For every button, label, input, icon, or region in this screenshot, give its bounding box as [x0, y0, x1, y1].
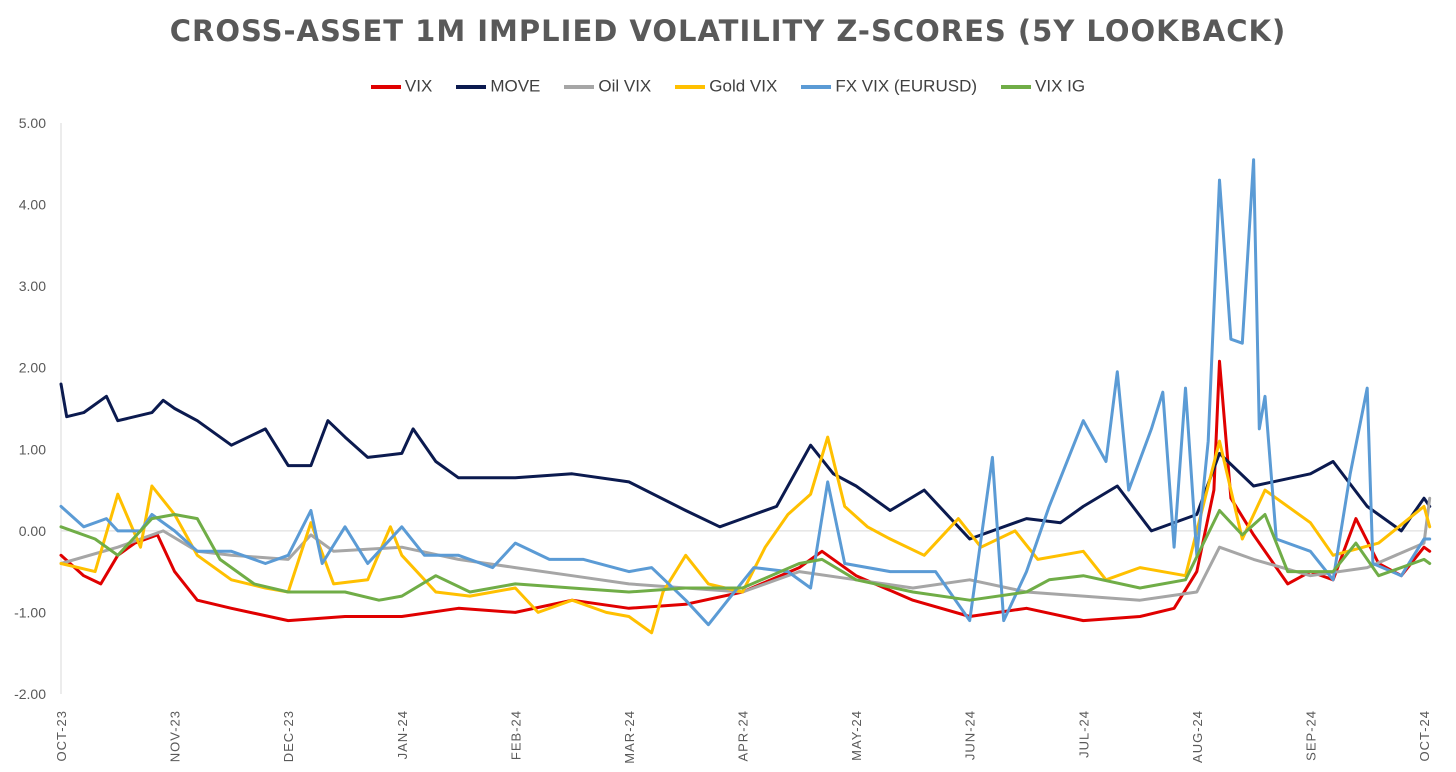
series-line-gold-vix — [59, 435, 1432, 635]
y-tick-label: -2.00 — [14, 686, 46, 702]
y-tick-label: -1.00 — [14, 604, 46, 620]
series-line-fx-vix-eurusd — [59, 158, 1432, 627]
legend-label: Oil VIX — [598, 76, 652, 96]
x-tick-label: OCT-23 — [54, 710, 69, 762]
legend-item: MOVE — [456, 76, 540, 97]
legend-item: Gold VIX — [675, 76, 777, 97]
legend-item: VIX IG — [1001, 76, 1085, 97]
x-tick-label: SEP-24 — [1303, 710, 1318, 761]
x-tick-label: AUG-24 — [1190, 710, 1205, 763]
series-line-vix — [59, 359, 1432, 623]
legend-label: MOVE — [490, 76, 541, 96]
legend-label: FX VIX (EURUSD) — [835, 76, 978, 96]
y-tick-label: 0.00 — [19, 523, 46, 539]
legend-label: VIX — [404, 76, 433, 96]
x-tick-label: MAY-24 — [849, 710, 864, 761]
legend-swatch — [1001, 84, 1032, 89]
x-tick-label: DEC-23 — [281, 710, 296, 762]
legend-item: FX VIX (EURUSD) — [801, 76, 977, 97]
legend-label: VIX IG — [1035, 76, 1086, 96]
x-tick-label: NOV-23 — [168, 710, 183, 762]
legend-swatch — [370, 84, 401, 89]
x-tick-label: JUL-24 — [1076, 710, 1091, 758]
y-tick-label: 1.00 — [19, 441, 46, 457]
x-tick-label: FEB-24 — [508, 710, 523, 760]
series-line-vix-ig — [59, 509, 1432, 602]
legend-item: VIX — [370, 76, 433, 97]
x-tick-label: JUN-24 — [963, 710, 978, 760]
legend-swatch — [564, 84, 595, 89]
legend-swatch — [675, 84, 706, 89]
legend: VIX MOVE Oil VIX Gold VIX FX VIX (EURUSD) VIX… — [0, 76, 1456, 97]
legend-swatch — [801, 84, 832, 89]
y-tick-label: 2.00 — [19, 360, 46, 376]
x-tick-label: JAN-24 — [395, 710, 410, 759]
x-tick-label: MAR-24 — [622, 710, 637, 764]
x-tick-label: APR-24 — [736, 710, 751, 762]
y-tick-label: 5.00 — [19, 115, 46, 131]
legend-swatch — [456, 84, 487, 89]
legend-item: Oil VIX — [564, 76, 651, 97]
chart-title: CROSS-ASSET 1M IMPLIED VOLATILITY Z-SCOR… — [169, 14, 1287, 48]
y-tick-label: 4.00 — [19, 197, 46, 213]
x-tick-label: OCT-24 — [1417, 710, 1432, 762]
legend-label: Gold VIX — [709, 76, 778, 96]
y-tick-label: 3.00 — [19, 278, 46, 294]
